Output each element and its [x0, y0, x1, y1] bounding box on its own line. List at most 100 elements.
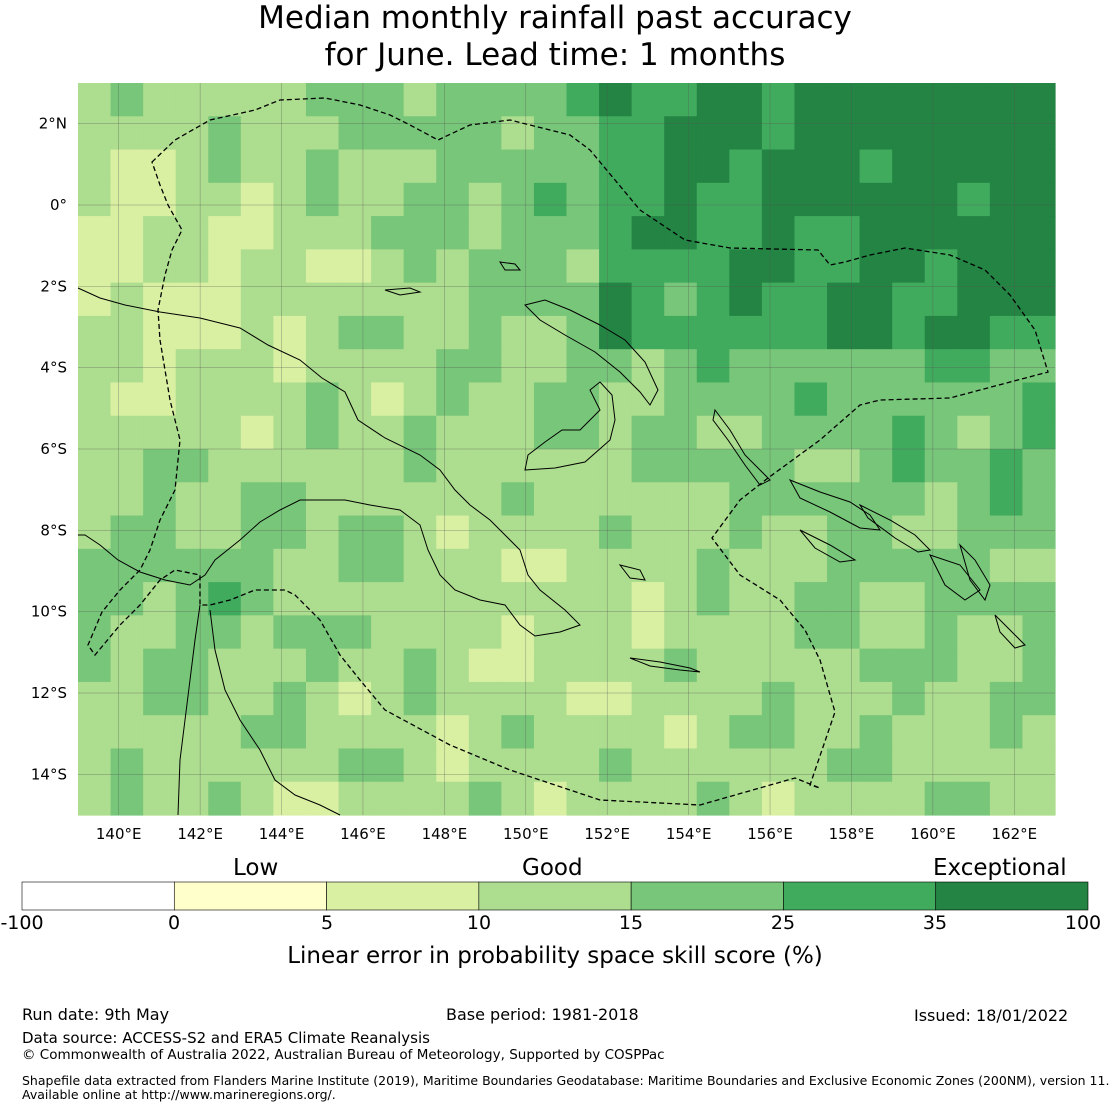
skill-cell: [599, 681, 633, 716]
skill-cell: [78, 681, 112, 716]
skill-cell: [566, 83, 600, 117]
skill-cell: [599, 781, 633, 816]
skill-cell: [696, 282, 730, 317]
skill-cell: [1022, 216, 1056, 250]
skill-cell: [175, 116, 209, 151]
skill-cell: [696, 315, 730, 350]
skill-cell: [859, 182, 893, 217]
skill-cell: [468, 83, 502, 117]
skill-cell: [110, 182, 144, 217]
skill-cell: [924, 748, 958, 783]
skill-cell: [208, 216, 242, 250]
coastline-new-guinea: [77, 287, 581, 637]
skill-cell: [794, 482, 828, 517]
eez-boundaries: [87, 97, 1049, 806]
skill-cell: [729, 116, 763, 151]
skill-cell: [533, 681, 568, 716]
skill-cell: [208, 648, 242, 683]
colorbar-tick-label: 100: [1064, 912, 1102, 934]
skill-cell: [989, 449, 1024, 483]
skill-cell: [761, 216, 796, 250]
skill-cell: [78, 83, 112, 117]
skill-cell: [827, 315, 861, 350]
skill-cell: [468, 249, 502, 284]
skill-cell: [78, 249, 112, 284]
skill-cell: [403, 681, 437, 716]
skill-cell: [729, 781, 763, 816]
skill-cell: [664, 116, 698, 151]
latitude-label: 14°S: [31, 765, 67, 783]
skill-cell: [403, 648, 437, 683]
skill-cell: [371, 582, 405, 616]
longitude-label: 146°E: [340, 825, 386, 843]
skill-cell: [78, 216, 112, 250]
coastline-manus: [499, 261, 522, 271]
skill-cell: [729, 415, 763, 450]
skill-cell: [664, 315, 698, 350]
skill-cell: [794, 748, 828, 783]
skill-cell: [371, 482, 405, 517]
skill-cell: [827, 349, 861, 384]
skill-cell: [175, 83, 209, 117]
skill-cell: [664, 149, 698, 184]
skill-cell: [468, 282, 502, 317]
skill-cell: [761, 382, 796, 417]
skill-cell: [468, 648, 502, 683]
skill-cell: [175, 548, 209, 583]
skill-cell: [436, 249, 470, 284]
skill-cell: [208, 582, 242, 616]
skill-cell: [696, 582, 730, 616]
skill-cell: [827, 482, 861, 517]
skill-cell: [989, 582, 1024, 616]
skill-cell: [599, 582, 633, 616]
title-line-1: Median monthly rainfall past accuracy: [258, 0, 852, 36]
skill-cell: [794, 781, 828, 816]
skill-cell: [533, 382, 568, 417]
skill-cell: [859, 648, 893, 683]
skill-cell: [1022, 349, 1056, 384]
skill-cell: [338, 216, 372, 250]
skill-cell: [957, 415, 991, 450]
skill-cell: [143, 282, 177, 317]
skill-cell: [501, 482, 535, 517]
skill-cell: [436, 149, 470, 184]
skill-cell: [729, 582, 763, 616]
skill-cell: [892, 582, 926, 616]
skill-cell: [794, 116, 828, 151]
skill-cell: [696, 216, 730, 250]
skill-cell: [436, 681, 470, 716]
skill-cell: [78, 415, 112, 450]
skill-cell: [143, 349, 177, 384]
skill-cell: [924, 282, 958, 317]
skill-cell: [501, 715, 535, 750]
skill-cell: [664, 282, 698, 317]
skill-cell: [143, 582, 177, 616]
skill-cell: [175, 515, 209, 550]
skill-cell: [761, 748, 796, 783]
skill-cell: [892, 748, 926, 783]
skill-cell: [631, 83, 665, 117]
skill-cell: [696, 781, 730, 816]
skill-cell: [664, 615, 698, 650]
skill-cell: [827, 415, 861, 450]
skill-cell: [924, 415, 958, 450]
skill-cell: [273, 715, 307, 750]
coastline-solomons-4: [929, 554, 981, 601]
skill-cell: [175, 282, 209, 317]
skill-cell: [957, 648, 991, 683]
skill-cell: [696, 149, 730, 184]
skill-cell: [631, 715, 665, 750]
skill-cell: [403, 382, 437, 417]
skill-cell: [208, 182, 242, 217]
skill-cell: [696, 382, 730, 417]
coastline-solomons-3: [799, 529, 857, 563]
skill-cell: [957, 315, 991, 350]
skill-cell: [957, 482, 991, 517]
skill-cell: [859, 216, 893, 250]
skill-cell: [338, 382, 372, 417]
skill-cell: [989, 748, 1024, 783]
skill-cell: [566, 482, 600, 517]
map-title: Median monthly rainfall past accuracy fo…: [0, 0, 1110, 74]
skill-cell: [566, 615, 600, 650]
skill-cell: [240, 182, 274, 217]
